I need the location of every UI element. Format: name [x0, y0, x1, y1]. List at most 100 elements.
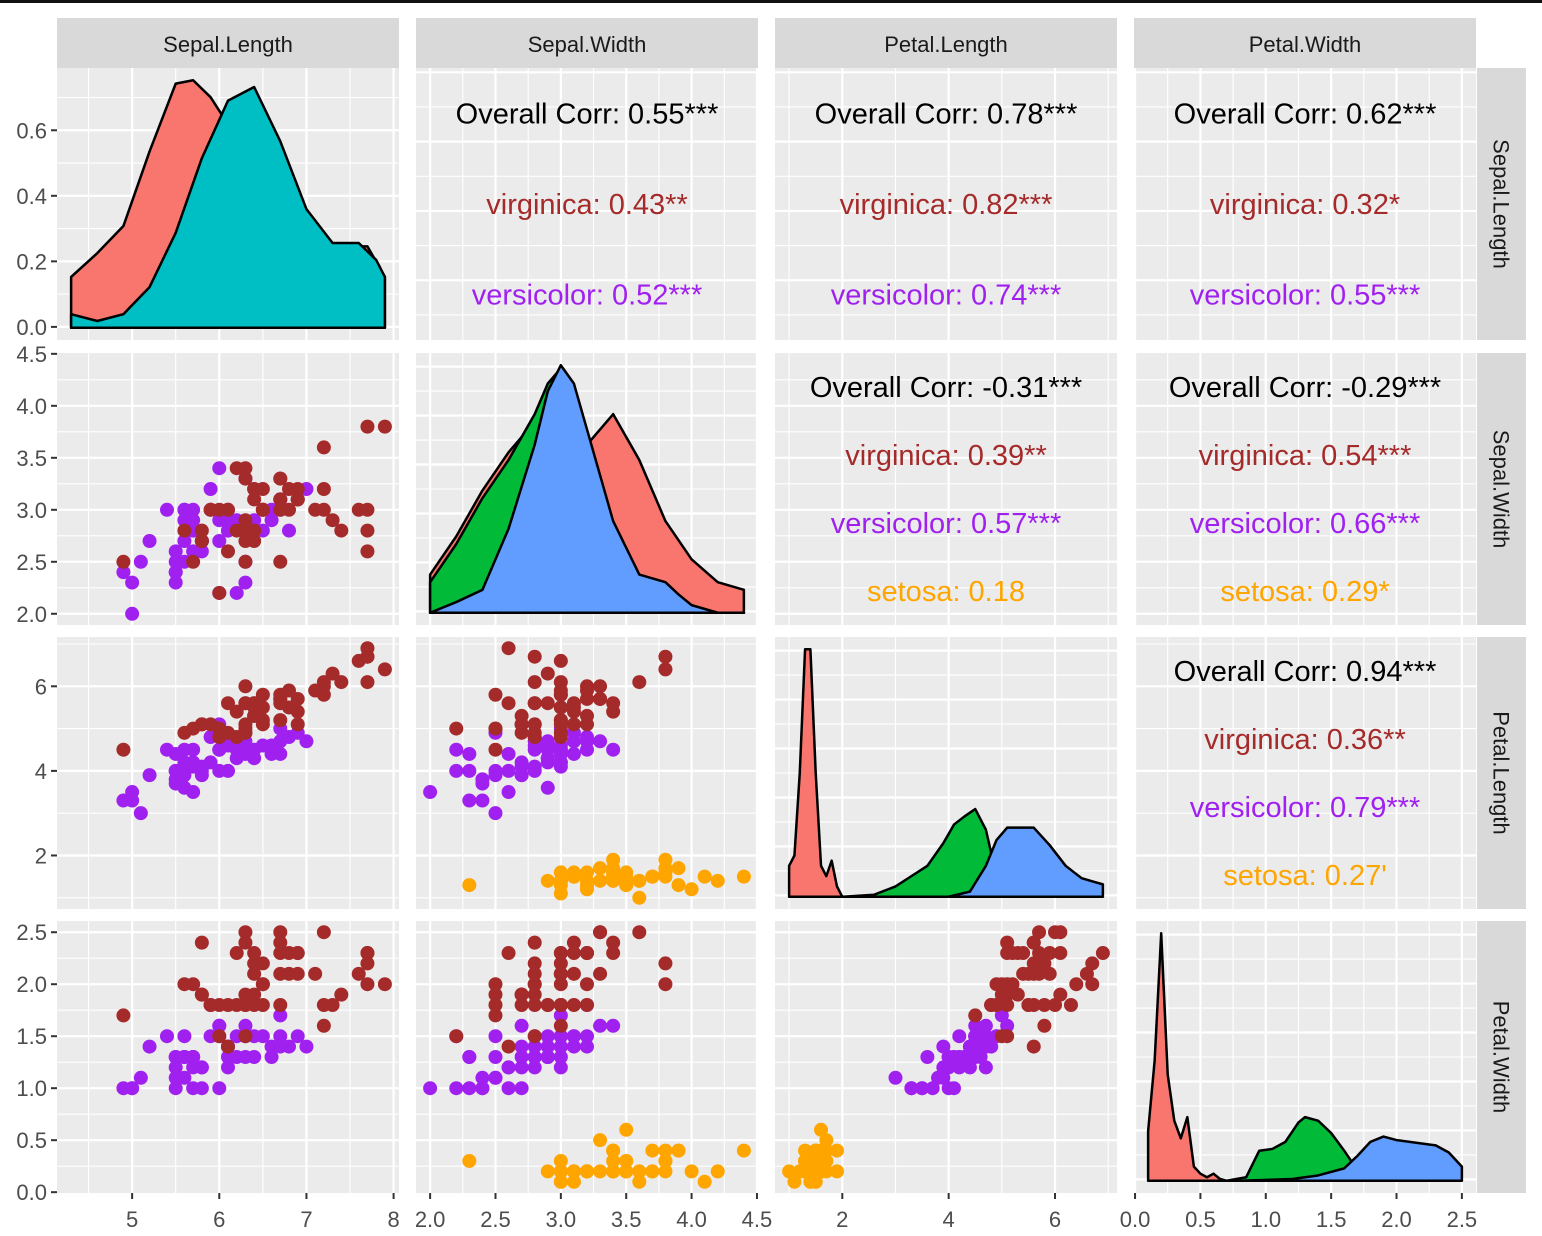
scatter-point-virginica — [593, 925, 608, 940]
y-axis-tick-label: 0.4 — [16, 184, 47, 209]
scatter-point-versicolor — [968, 1018, 983, 1033]
scatter-point-versicolor — [282, 523, 297, 538]
scatter-point-virginica — [580, 998, 594, 1013]
scatter-point-versicolor — [501, 746, 516, 761]
correlation-label-overall: Overall Corr: 0.78*** — [815, 98, 1078, 130]
scatter-point-versicolor — [527, 1050, 542, 1064]
scatter-point-setosa — [593, 1164, 608, 1179]
scatter-point-virginica — [212, 730, 227, 745]
scatter-point-versicolor — [514, 755, 529, 770]
scatter-point-virginica — [290, 717, 305, 732]
scatter-point-versicolor — [514, 1039, 529, 1054]
scatter-point-virginica — [1032, 925, 1047, 940]
y-axis-tick-label: 3.0 — [16, 498, 47, 523]
scatter-point-setosa — [814, 1122, 829, 1137]
scatter-point-versicolor — [527, 1039, 542, 1054]
scatter-point-virginica — [1042, 946, 1057, 961]
scatter-point-virginica — [580, 946, 594, 961]
scatter-point-virginica — [325, 513, 340, 528]
scatter-point-setosa — [803, 1153, 818, 1168]
scatter-point-versicolor — [973, 1050, 988, 1064]
scatter-point-virginica — [632, 675, 647, 690]
y-axis-tick-label: 0.5 — [16, 1128, 47, 1153]
scatter-point-setosa — [787, 1174, 802, 1189]
scatter-point-virginica — [229, 946, 244, 961]
scatter-point-virginica — [1026, 956, 1041, 971]
scatter-point-virginica — [360, 675, 375, 690]
correlation-label-virginica: virginica: 0.32* — [1210, 189, 1400, 221]
scatter-point-versicolor — [168, 1060, 183, 1075]
scatter-point-versicolor — [920, 1050, 935, 1064]
scatter-point-virginica — [273, 492, 288, 507]
scatter-point-setosa — [798, 1143, 813, 1158]
scatter-point-versicolor — [946, 1081, 961, 1096]
x-axis-tick-label: 2.5 — [480, 1207, 511, 1232]
scatter-point-setosa — [619, 865, 634, 880]
correlation-label-versicolor: versicolor: 0.74*** — [831, 280, 1062, 312]
column-strip-label: Petal.Length — [884, 32, 1008, 57]
scatter-point-versicolor — [904, 1081, 919, 1096]
scatter-point-setosa — [645, 869, 660, 884]
y-axis-tick-label: 1.5 — [16, 1024, 47, 1049]
scatter-point-virginica — [1005, 946, 1020, 961]
scatter-point-virginica — [553, 966, 568, 981]
scatter-point-virginica — [527, 717, 542, 732]
scatter-point-setosa — [540, 1164, 555, 1179]
x-axis-tick-label: 0.5 — [1185, 1207, 1216, 1232]
scatter-point-virginica — [360, 649, 375, 664]
scatter-point-versicolor — [168, 763, 183, 778]
y-axis-tick-label: 2 — [35, 843, 47, 868]
column-strip — [416, 18, 758, 68]
scatter-point-versicolor — [133, 806, 148, 821]
scatter-point-virginica — [316, 482, 331, 496]
scatter-point-versicolor — [221, 1060, 235, 1075]
scatter-point-virginica — [540, 696, 555, 711]
scatter-point-setosa — [645, 1164, 660, 1179]
scatter-point-virginica — [1010, 987, 1025, 1002]
scatter-point-versicolor — [142, 1039, 157, 1054]
scatter-point-setosa — [553, 1164, 568, 1179]
scatter-point-versicolor — [566, 734, 581, 749]
scatter-point-setosa — [632, 1174, 647, 1189]
scatter-point-versicolor — [125, 606, 140, 621]
scatter-point-setosa — [684, 882, 699, 897]
scatter-point-virginica — [334, 523, 349, 538]
scatter-point-virginica — [116, 554, 131, 569]
scatter-point-virginica — [203, 998, 218, 1013]
scatter-point-versicolor — [423, 1081, 438, 1096]
panel-background — [416, 68, 758, 340]
scatter-point-virginica — [316, 998, 331, 1013]
y-axis-tick-label: 2.0 — [16, 602, 47, 627]
y-axis-tick-label: 6 — [35, 674, 47, 699]
y-axis-tick-label: 0.2 — [16, 249, 47, 274]
scatter-point-versicolor — [142, 533, 157, 548]
scatter-point-virginica — [360, 419, 375, 434]
scatter-point-virginica — [255, 713, 270, 728]
scatter-point-virginica — [540, 998, 555, 1013]
scatter-point-versicolor — [566, 1039, 581, 1054]
scatter-point-versicolor — [299, 734, 314, 749]
scatter-point-virginica — [360, 956, 375, 971]
scatter-point-setosa — [658, 852, 673, 867]
scatter-point-versicolor — [962, 1039, 977, 1054]
scatter-point-versicolor — [514, 1081, 529, 1096]
scatter-point-virginica — [449, 721, 464, 736]
scatter-point-virginica — [553, 977, 568, 992]
scatter-point-setosa — [671, 878, 686, 893]
scatter-point-virginica — [658, 649, 673, 664]
correlation-label-versicolor: versicolor: 0.66*** — [1190, 508, 1421, 540]
scatter-point-versicolor — [915, 1081, 930, 1096]
scatter-point-setosa — [645, 1143, 660, 1158]
scatter-point-versicolor — [462, 746, 477, 761]
scatter-point-setosa — [829, 1143, 844, 1158]
scatter-point-versicolor — [212, 513, 227, 528]
scatter-point-versicolor — [514, 1018, 529, 1033]
scatter-point-virginica — [238, 471, 253, 486]
scatter-point-virginica — [194, 523, 209, 538]
y-axis-tick-label: 0.0 — [16, 315, 47, 340]
scatter-point-virginica — [238, 1029, 253, 1044]
correlation-label-versicolor: versicolor: 0.79*** — [1190, 792, 1421, 824]
scatter-point-virginica — [282, 683, 297, 698]
scatter-point-versicolor — [229, 585, 244, 600]
